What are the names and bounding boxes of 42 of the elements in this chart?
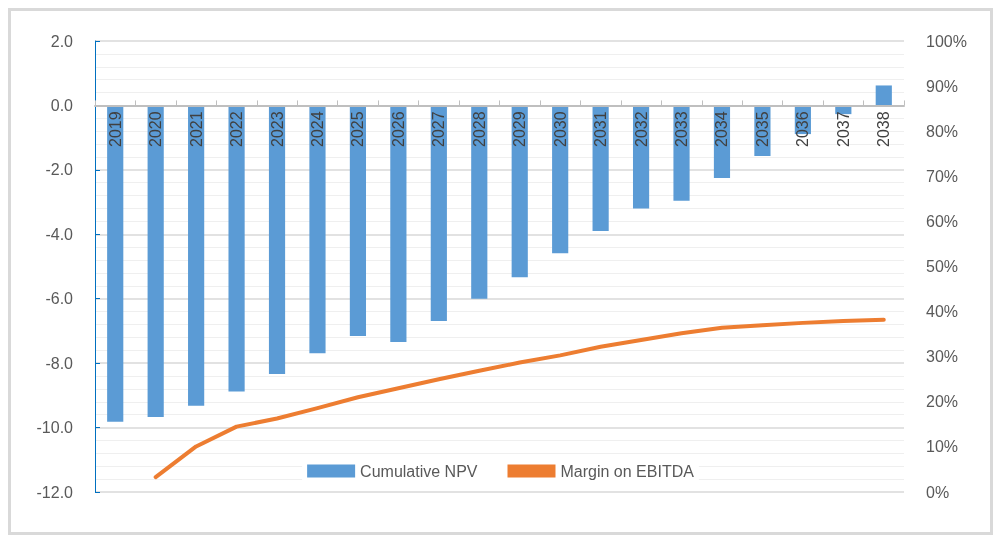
- x-tick-label: 2035: [753, 111, 771, 148]
- y2-tick-label: 0%: [926, 483, 950, 501]
- y-tick-label: -12.0: [36, 483, 74, 501]
- x-tick-label: 2028: [470, 111, 488, 148]
- legend-label: Margin on EBITDA: [560, 462, 695, 480]
- x-tick-label: 2019: [106, 111, 124, 148]
- x-tick-label: 2022: [228, 111, 246, 148]
- x-tick-label: 2032: [632, 111, 650, 148]
- x-tick-label: 2027: [430, 111, 448, 148]
- y2-tick-label: 60%: [926, 212, 959, 230]
- x-tick-label: 2029: [511, 111, 529, 148]
- x-tick-label: 2026: [389, 111, 407, 148]
- y-tick-label: 2.0: [50, 32, 74, 50]
- x-tick-label: 2023: [268, 111, 286, 148]
- y2-tick-label: 50%: [926, 258, 959, 275]
- x-tick-label: 2021: [187, 111, 205, 148]
- x-tick-label: 2038: [875, 111, 893, 148]
- x-tick-label: 2037: [834, 111, 852, 148]
- y-tick-label: -10.0: [36, 419, 74, 437]
- x-tick-label: 2033: [673, 111, 691, 148]
- x-tick-label: 2030: [551, 111, 569, 148]
- y-tick-label: -6.0: [45, 290, 74, 308]
- legend-label: Cumulative NPV: [360, 462, 478, 480]
- y-tick-label: 0.0: [50, 96, 74, 114]
- y-tick-label: -2.0: [45, 161, 74, 179]
- x-tick-label: 2031: [592, 111, 610, 148]
- y2-tick-label: 90%: [926, 77, 959, 95]
- y2-tick-label: 40%: [926, 303, 959, 321]
- y-tick-label: -4.0: [45, 225, 74, 243]
- x-tick-label: 2020: [147, 111, 165, 148]
- y2-tick-label: 100%: [926, 32, 967, 50]
- y2-tick-label: 70%: [926, 167, 959, 185]
- x-tick-label: 2036: [794, 111, 812, 148]
- y2-tick-label: 10%: [926, 438, 959, 456]
- x-tick-label: 2034: [713, 111, 731, 148]
- y-tick-label: -8.0: [45, 354, 74, 372]
- y2-tick-label: 20%: [926, 393, 959, 411]
- line-series: [153, 317, 886, 480]
- x-tick-label: 2025: [349, 111, 367, 148]
- y2-tick-label: 30%: [926, 348, 959, 366]
- y2-tick-label: 80%: [926, 122, 959, 140]
- x-tick-label: 2024: [308, 111, 326, 148]
